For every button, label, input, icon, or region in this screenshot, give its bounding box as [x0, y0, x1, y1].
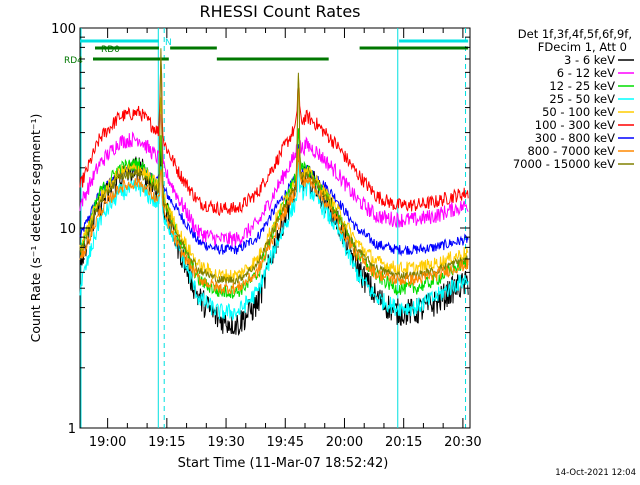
y-axis-label: Count Rate (s⁻¹ detector segment⁻¹) — [28, 114, 43, 343]
y-tick-label: 100 — [51, 22, 76, 37]
legend-label: 3 - 6 keV — [564, 53, 615, 67]
series-line — [79, 161, 469, 321]
legend-label: 25 - 50 keV — [549, 92, 615, 106]
x-tick-label: 19:00 — [89, 435, 126, 450]
legend-header-line-2: FDecim 1, Att 0 — [538, 40, 627, 54]
series-line — [79, 128, 469, 299]
attenuator-state-bars: N RD0 RD4 — [64, 38, 469, 66]
series-line — [79, 48, 469, 286]
series-line — [79, 144, 469, 257]
chart-title: RHESSI Count Rates — [200, 2, 361, 21]
timestamp: 14-Oct-2021 12:04 — [555, 468, 636, 478]
legend-label: 12 - 25 keV — [549, 79, 615, 93]
state-bar-label: RD4 — [64, 56, 83, 66]
state-bar-label: RD0 — [101, 45, 120, 55]
time-markers — [80, 28, 467, 428]
series-layer — [79, 48, 469, 337]
x-tick-label: 20:00 — [326, 435, 363, 450]
legend-header-line-1: Det 1f,3f,4f,5f,6f,9f, — [518, 27, 632, 41]
legend-label: 50 - 100 keV — [542, 105, 615, 119]
x-tick-label: 19:15 — [148, 435, 185, 450]
axis-ticks: 1 10 100 19:00 19:15 19:30 19:45 20:00 20:15 20:3… — [51, 22, 481, 450]
x-tick-label: 19:30 — [207, 435, 244, 450]
legend-label: 100 - 300 keV — [535, 118, 615, 132]
y-tick-label: 10 — [59, 222, 76, 237]
state-bar-label: N — [165, 38, 172, 48]
legend-label: 800 - 7000 keV — [527, 144, 615, 158]
x-tick-label: 20:15 — [385, 435, 422, 450]
legend-label: 7000 - 15000 keV — [513, 157, 615, 171]
legend-label: 300 - 800 keV — [535, 131, 615, 145]
y-tick-label: 1 — [68, 422, 76, 437]
series-line — [79, 148, 469, 295]
legend-label: 6 - 12 keV — [557, 66, 615, 80]
x-tick-label: 20:30 — [444, 435, 481, 450]
x-tick-label: 19:45 — [267, 435, 304, 450]
series-line — [79, 60, 469, 217]
series-line — [79, 75, 469, 283]
series-line — [79, 113, 469, 247]
x-axis-label: Start Time (11-Mar-07 18:52:42) — [178, 456, 389, 471]
